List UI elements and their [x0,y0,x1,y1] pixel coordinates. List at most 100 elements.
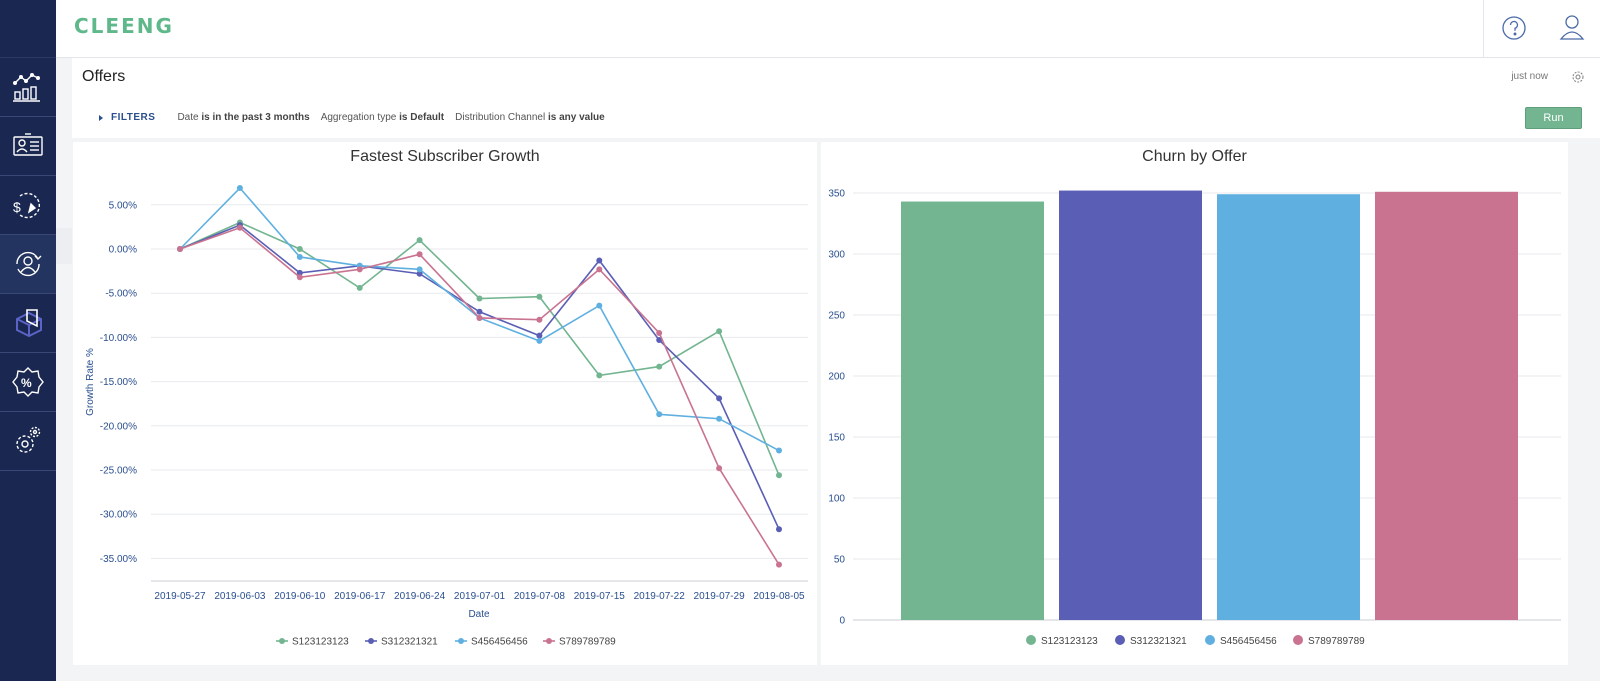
x-axis-title: Date [468,609,490,620]
user-icon[interactable] [1557,12,1587,42]
legend-label: S123123123 [1041,636,1098,647]
data-point [536,293,543,300]
sidebar-item-analytics[interactable] [0,58,56,117]
data-point [716,328,723,335]
data-point [236,224,243,231]
sidebar-item-settings[interactable] [0,412,56,471]
churn-chart-panel: Churn by Offer 350 300 250 200 150 100 50 0 S123… [821,142,1568,665]
bar [1059,190,1202,620]
legend-label: S123123123 [292,637,349,648]
x-tick-label: 2019-07-08 [514,591,566,602]
sidebar-item-customers[interactable] [0,117,56,176]
y-tick-label: -10.00% [100,333,137,344]
y-tick-label: 300 [828,250,845,261]
chart-title: Churn by Offer [1142,148,1247,165]
topbar: CLEENG [56,0,1600,58]
y-tick-label: 200 [828,372,845,383]
customer-card-icon [13,133,43,156]
x-tick-label: 2019-06-10 [274,591,326,602]
run-button[interactable]: Run [1525,107,1582,129]
gear-icon[interactable] [1571,70,1585,84]
legend-label: S789789789 [559,637,616,648]
filter-field: Aggregation type [320,112,397,123]
legend-marker [279,638,285,644]
chart-title: Fastest Subscriber Growth [350,148,540,165]
page-header: Offers just now FILTERS Date is in the p… [72,58,1600,138]
revenue-speed-icon: $ [13,192,40,219]
data-point [656,411,663,418]
y-tick-label: 350 [828,189,845,200]
filter-field: Date [177,112,199,123]
filter-op: is in the past 3 months [201,112,310,123]
y-tick-label: 50 [834,555,846,566]
x-tick-label: 2019-07-01 [454,591,506,602]
legend-marker [1293,635,1303,645]
topbar-divider [1483,0,1484,58]
data-point [416,237,423,244]
data-point [716,415,723,422]
sidebar-item-subscribers[interactable] [0,235,56,294]
data-point [656,363,663,370]
data-point [476,314,483,321]
y-tick-label: -30.00% [100,510,137,521]
churn-bar-chart: 350 300 250 200 150 100 50 0 S123123123 S31232132… [828,189,1561,647]
help-icon[interactable] [1499,13,1529,43]
legend-label: S456456456 [471,637,528,648]
data-point [596,372,603,379]
data-point [177,246,183,252]
page-title: Offers [82,68,126,85]
x-tick-label: 2019-05-27 [154,591,206,602]
filter-aggregation[interactable]: Aggregation type is Default [321,112,444,123]
filter-channel[interactable]: Distribution Channel is any value [455,112,605,123]
x-tick-label: 2019-07-15 [574,591,626,602]
filter-op: is any value [547,112,605,123]
gears-icon [16,426,41,453]
y-tick-label: -15.00% [100,377,137,388]
sidebar-item-revenue[interactable]: $ [0,176,56,235]
filters-label: FILTERS [111,112,156,123]
y-tick-label: 250 [828,311,845,322]
data-point [716,395,723,402]
y-tick-label: -25.00% [100,466,137,477]
legend-label: S312321321 [381,637,438,648]
legend-marker [546,638,552,644]
sidebar: $ % [0,0,56,681]
data-point [536,337,543,344]
data-point [716,465,723,472]
subscriber-cycle-icon [16,251,42,277]
filters-toggle[interactable]: FILTERS [99,112,155,123]
data-point [356,284,363,291]
legend-label: S789789789 [1308,636,1365,647]
data-point [416,270,423,277]
caret-right-icon [99,114,103,121]
series-line [179,221,780,476]
y-axis-title: Growth Rate % [85,348,96,416]
legend-marker [368,638,374,644]
data-point [776,561,782,568]
growth-chart-panel: Fastest Subscriber Growth 5.00% 0.00% -5.0… [73,142,817,665]
brand-logo[interactable]: CLEENG [74,14,174,38]
legend-label: S456456456 [1220,636,1277,647]
data-point [656,337,663,344]
sidebar-item-discounts[interactable]: % [0,353,56,412]
filter-bar: FILTERS Date is in the past 3 months Agg… [99,112,616,123]
data-point [776,526,782,533]
svg-text:$: $ [13,199,21,215]
percent-badge-icon: % [12,367,44,397]
y-tick-label: 0 [839,616,845,627]
legend-marker [1205,635,1215,645]
x-tick-label: 2019-08-05 [753,591,805,602]
y-tick-label: 150 [828,433,845,444]
x-tick-label: 2019-07-22 [634,591,686,602]
data-point [656,329,663,336]
sidebar-item-offers[interactable] [0,294,56,353]
data-point [536,332,543,339]
filter-date[interactable]: Date is in the past 3 months [177,112,309,123]
y-tick-label: 5.00% [109,200,137,211]
active-indicator [56,228,72,264]
data-point [596,266,603,273]
data-point [296,253,303,260]
x-tick-label: 2019-07-29 [694,591,746,602]
data-point [236,185,243,192]
legend-label: S312321321 [1130,636,1187,647]
